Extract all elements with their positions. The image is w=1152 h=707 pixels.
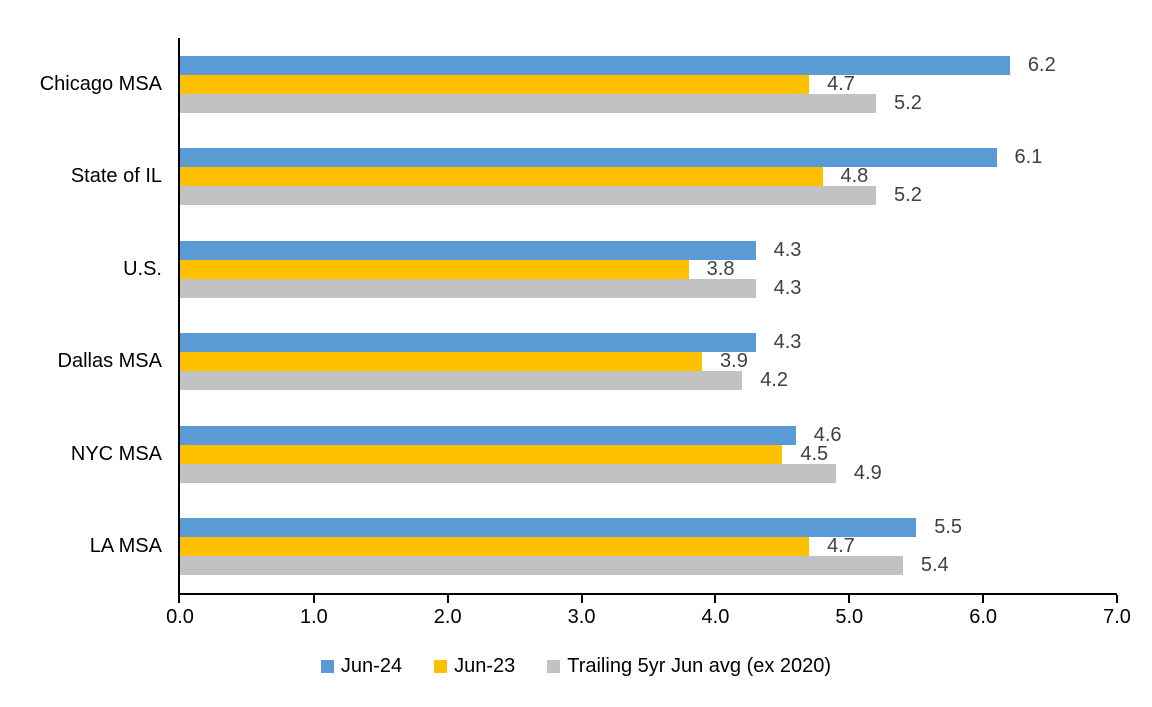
data-label: 4.7: [827, 72, 855, 95]
data-label: 5.2: [894, 91, 922, 114]
legend-label: Jun-24: [340, 654, 403, 677]
data-label: 4.2: [760, 369, 788, 392]
category-label: Chicago MSA: [39, 72, 162, 95]
category-label: LA MSA: [89, 535, 162, 558]
bar-trailing-5yr-jun-avg-ex-2020: [180, 556, 903, 576]
bar-jun-23: [180, 444, 783, 464]
legend-label: Trailing 5yr Jun avg (ex 2020): [567, 654, 832, 677]
bar-jun-24: [180, 425, 796, 445]
bar-jun-24: [180, 333, 756, 353]
bar-jun-24: [180, 518, 917, 538]
x-tick: [848, 595, 851, 603]
bar-trailing-5yr-jun-avg-ex-2020: [180, 463, 836, 483]
x-tick-label: 7.0: [1103, 606, 1131, 628]
x-tick: [580, 595, 583, 603]
data-label: 4.6: [813, 423, 842, 446]
x-tick-label: 0.0: [166, 606, 194, 628]
x-tick: [1116, 595, 1118, 603]
legend-item: Trailing 5yr Jun avg (ex 2020): [547, 655, 831, 678]
legend-label: Jun-23: [454, 654, 516, 677]
data-label: 5.2: [894, 184, 922, 207]
bar-jun-24: [180, 55, 1010, 75]
x-tick: [178, 595, 180, 603]
data-label: 4.3: [773, 238, 802, 261]
x-tick-label: 1.0: [299, 606, 328, 628]
data-label: 6.2: [1027, 53, 1056, 76]
bar-jun-23: [180, 259, 689, 279]
data-label: 4.3: [773, 276, 802, 299]
x-tick-label: 6.0: [969, 606, 998, 628]
data-label: 4.3: [773, 331, 802, 354]
data-label: 5.5: [934, 516, 963, 539]
bar-jun-23: [180, 167, 823, 187]
data-label: 5.4: [920, 554, 949, 577]
category-label: State of IL: [70, 165, 162, 188]
legend-item: Jun-23: [434, 655, 515, 678]
category-label: NYC MSA: [70, 442, 162, 465]
bar-trailing-5yr-jun-avg-ex-2020: [180, 93, 877, 113]
data-label: 3.8: [706, 257, 735, 280]
category-label: U.S.: [123, 257, 162, 280]
data-label: 4.7: [827, 535, 855, 558]
x-tick: [982, 595, 985, 603]
legend-swatch: [547, 659, 561, 673]
legend-item: Jun-24: [320, 654, 403, 678]
data-label: 3.9: [720, 350, 748, 373]
data-label: 4.8: [840, 165, 869, 188]
y-axis-line: [178, 38, 180, 593]
bar-jun-23: [180, 352, 703, 372]
x-axis-line: [178, 593, 1117, 595]
x-tick: [312, 595, 315, 603]
bar-trailing-5yr-jun-avg-ex-2020: [180, 186, 877, 206]
data-label: 4.5: [800, 442, 829, 465]
data-label: 6.1: [1014, 146, 1043, 169]
bar-jun-24: [180, 148, 997, 168]
legend: Jun-24 Jun-23 Trailing 5yr Jun avg (ex 202…: [0, 650, 1152, 682]
x-tick-label: 3.0: [567, 606, 596, 628]
legend-swatch: [320, 659, 334, 673]
bar-trailing-5yr-jun-avg-ex-2020: [180, 278, 756, 298]
x-tick-label: 4.0: [701, 606, 730, 628]
x-tick-label: 2.0: [433, 606, 462, 628]
x-tick: [446, 595, 449, 603]
bar-jun-24: [180, 240, 756, 260]
category-label: Dallas MSA: [57, 350, 162, 373]
bar-jun-23: [180, 74, 810, 94]
bar-jun-23: [180, 537, 810, 557]
x-tick: [714, 595, 717, 603]
legend-swatch: [434, 659, 448, 673]
data-label: 4.9: [853, 461, 882, 484]
bar-trailing-5yr-jun-avg-ex-2020: [180, 371, 743, 391]
x-tick-label: 5.0: [835, 606, 864, 628]
